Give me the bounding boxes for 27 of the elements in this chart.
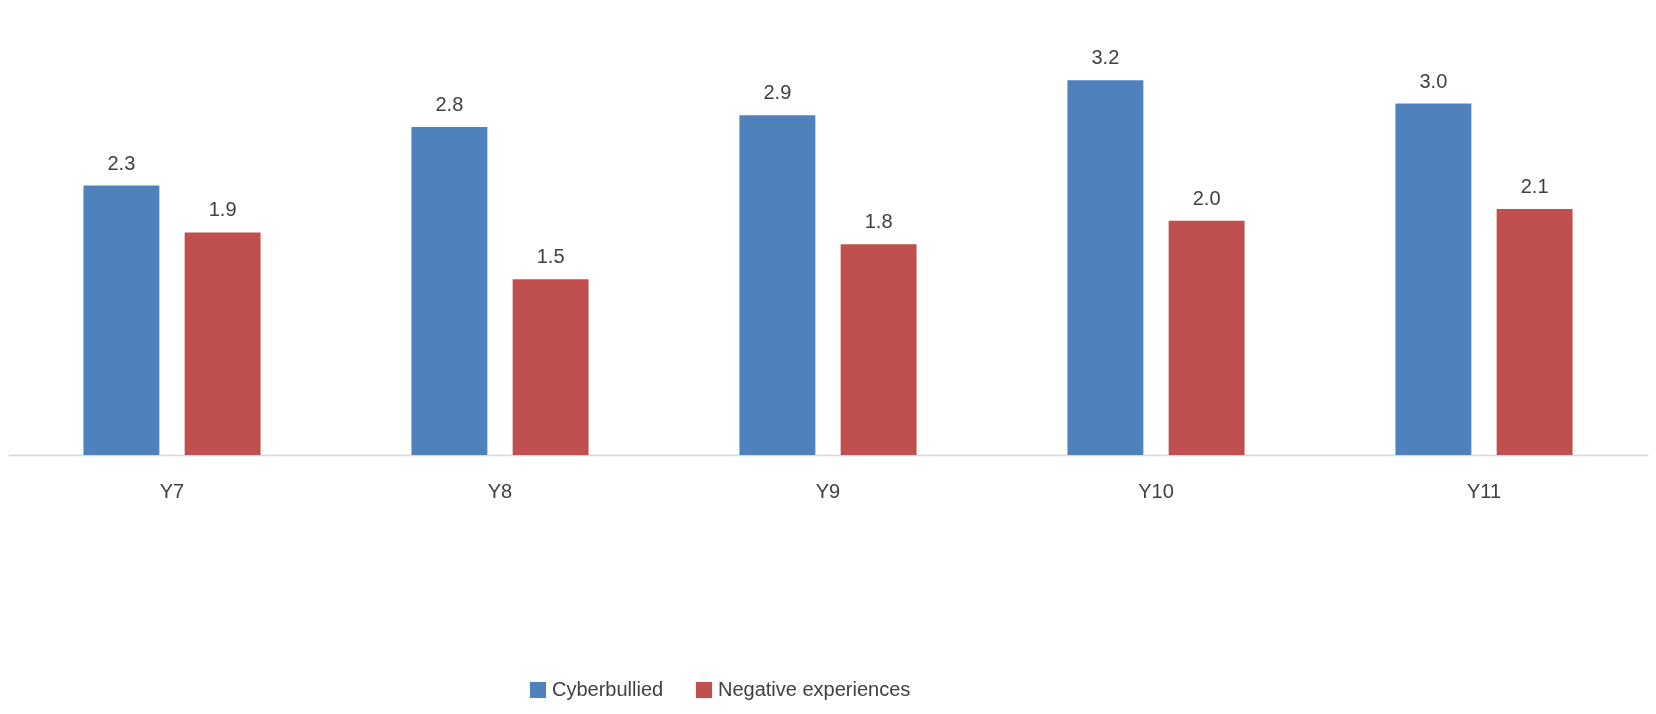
data-label: 2.0	[1192, 186, 1221, 209]
x-tick-label: Y9	[815, 479, 841, 502]
x-tick-label: Y11	[1466, 479, 1502, 502]
bar	[411, 127, 488, 455]
bar	[83, 185, 160, 455]
data-label: 3.2	[1091, 46, 1120, 69]
legend-label: Negative experiences	[718, 678, 911, 700]
bar	[840, 244, 917, 455]
data-label: 1.9	[208, 198, 237, 221]
bar	[1067, 80, 1144, 455]
data-label: 2.1	[1520, 175, 1549, 197]
bar	[739, 115, 816, 455]
bar	[1395, 103, 1472, 455]
data-label: 1.5	[536, 245, 565, 268]
legend-label: Cyberbullied	[552, 678, 664, 700]
bar	[1496, 209, 1573, 455]
bar	[512, 279, 589, 455]
bar	[184, 232, 261, 455]
data-label: 2.3	[107, 151, 136, 174]
x-tick-label: Y7	[159, 479, 185, 502]
data-label: 1.8	[864, 210, 893, 233]
data-label: 3.0	[1419, 69, 1448, 92]
data-label: 2.9	[763, 81, 792, 104]
bar	[1168, 220, 1245, 455]
x-tick-label: Y8	[487, 479, 513, 502]
x-tick-label: Y10	[1138, 479, 1174, 502]
data-label: 2.8	[435, 93, 464, 115]
